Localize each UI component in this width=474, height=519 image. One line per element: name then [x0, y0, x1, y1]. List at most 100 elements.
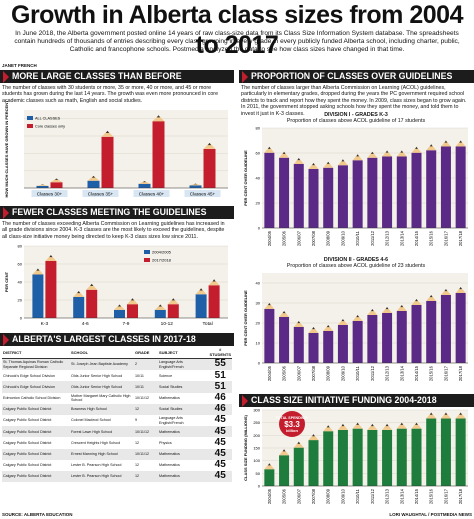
bar-2017-4-tip [208, 279, 220, 286]
bar-2004-1 [73, 297, 85, 318]
bar-9-lead [400, 422, 404, 425]
table-cell: Social Studies [158, 381, 209, 393]
bar-2004-3-lead [158, 304, 162, 307]
x-tick-label: 10-12 [161, 321, 174, 327]
bar-7-lead [370, 423, 374, 427]
bar-11 [426, 301, 437, 363]
bar-2-tip [293, 321, 304, 327]
table-row: Calgary Public School District Bowness Hi… [2, 404, 232, 415]
bar-4-lead [326, 161, 330, 164]
bar-core-3-lead [207, 142, 212, 146]
bar-2004-2-lead [117, 304, 122, 307]
legend-swatch-2017 [144, 258, 150, 262]
table-cell: Mathematics [158, 470, 209, 483]
x-tick-label: 7-9 [123, 321, 130, 327]
bar-12 [440, 418, 451, 486]
table-cell: Calgary Public School District [3, 418, 52, 423]
table-row: Calgary Public School District Forest Law… [2, 426, 232, 438]
y-tick-label: 0 [258, 226, 261, 231]
table-cell: 12 [135, 440, 140, 445]
student-count: 45 [208, 471, 232, 483]
bar-5-lead [341, 159, 345, 162]
y-tick-label: 60 [256, 151, 261, 156]
x-tick-label: 2008/09 [326, 488, 331, 504]
bar-13-lead [459, 412, 463, 415]
x-tick-label: Classes 30+ [37, 191, 63, 196]
x-tick-label: Classes 35+ [88, 191, 114, 196]
bar-8-tip [382, 423, 393, 430]
x-tick-label: 2004/05 [267, 230, 272, 246]
x-tick-label: 2013/14 [399, 230, 404, 246]
bar-core-0-tip [50, 178, 63, 183]
table-row: Calgary Public School District Lester B. … [2, 460, 232, 471]
bar-core-0-lead [54, 178, 59, 180]
bar-all-1 [87, 180, 100, 188]
bar-11-lead [429, 144, 433, 147]
x-tick-label: 2011/12 [370, 230, 375, 245]
plot-area [24, 110, 228, 188]
bar-10-tip [411, 422, 422, 429]
bar-2017-4 [208, 285, 220, 318]
y-tick-label: 20 [256, 321, 261, 326]
bar-12 [440, 146, 451, 228]
y-axis-label: PER CENT [4, 271, 9, 292]
student-count: 51 [208, 381, 232, 393]
bar-2017-0-lead [49, 255, 53, 258]
bar-2-lead [297, 321, 301, 324]
bar-core-1-tip [101, 130, 114, 137]
bar-0-lead [267, 146, 271, 149]
bar-2004-4-tip [195, 288, 207, 295]
bar-2017-0-tip [45, 255, 57, 261]
bar-12 [440, 295, 451, 363]
large-classes-header: MORE LARGE CLASSES THAN BEFORE [0, 70, 234, 83]
y-tick-label: 40 [256, 176, 261, 181]
category-tab [133, 190, 170, 197]
bar-5-tip [337, 159, 348, 166]
x-tick-label: 2017/18 [458, 365, 463, 381]
bar-2004-1-lead [77, 291, 81, 294]
table-cell: Mathematics [159, 463, 180, 468]
division-2-chart: PER CENT OVER GUIDELINE 0 10 20 30 40 2004/05 2… [243, 273, 468, 381]
proportion-header-text: PROPORTION OF CLASSES OVER GUIDELINES [251, 71, 453, 81]
bar-13-lead [459, 140, 463, 143]
bar-2 [293, 447, 304, 486]
x-tick-label: 2006/07 [296, 488, 301, 504]
bar-7-lead [370, 309, 374, 312]
y-tick-label: 200 [253, 433, 260, 438]
proportion-header: PROPORTION OF CLASSES OVER GUIDELINES [239, 70, 474, 83]
y-axis-label: CLASS SIZE FUNDING (MILLIONS) [243, 414, 248, 480]
bar-core-3-tip [203, 142, 216, 149]
bar-8-lead [385, 307, 389, 310]
table-row: Chinook's Edge School Division Olds Junio… [2, 370, 232, 381]
bar-1-tip [279, 311, 290, 317]
x-tick-label: 2010/11 [355, 230, 360, 245]
student-count: 45 [208, 448, 232, 460]
category-tab [31, 190, 68, 197]
bar-8-lead [385, 423, 389, 427]
bar-10-tip [411, 299, 422, 305]
table-cell: Calgary Public School District [2, 448, 70, 460]
table-row: Calgary Public School District Crescent H… [2, 437, 232, 448]
fewer-classes-description: The number of classes exceeding Alberta … [2, 221, 225, 240]
bar-all-2-lead [142, 181, 147, 183]
table-row: Edmonton Catholic School Division Mother … [2, 392, 232, 404]
bar-all-3 [189, 185, 202, 188]
x-tick-label: 2006/07 [296, 230, 301, 246]
bar-6-lead [356, 154, 360, 157]
triangle-icon [242, 394, 248, 407]
table-row: Chinook's Edge School Division Olds Junio… [2, 381, 232, 393]
bar-7 [367, 315, 378, 363]
legend-label-2017: 2017/2018 [152, 258, 172, 263]
bar-13-tip [455, 287, 466, 293]
bar-6 [352, 160, 363, 228]
bar-7 [367, 429, 378, 486]
bar-11 [426, 418, 437, 486]
source-note: SOURCE: ALBERTA EDUCATION [2, 512, 73, 517]
table-cell: Language Arts English/French [158, 358, 209, 371]
table-cell: 10/11 [135, 373, 144, 378]
bar-2004-4 [195, 294, 207, 318]
table-cell: St. Thomas Aquinas Roman Catholic Separa… [2, 358, 70, 371]
table-cell: 9 [135, 418, 138, 423]
bar-11-lead [429, 412, 433, 415]
student-count: 45 [208, 426, 232, 438]
